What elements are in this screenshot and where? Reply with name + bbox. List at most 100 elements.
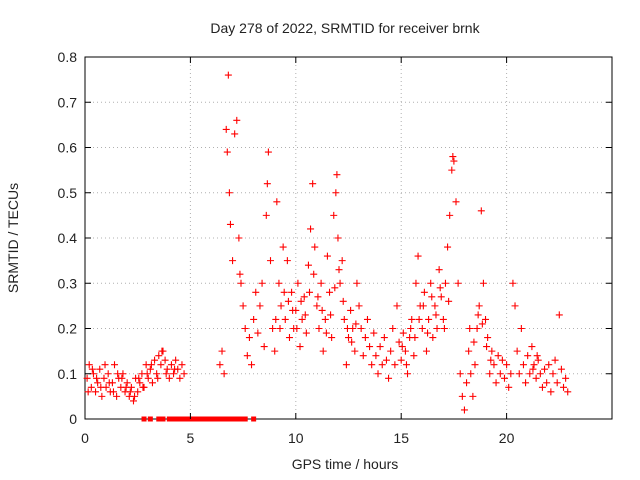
data-point (538, 383, 546, 391)
x-tick-label: 10 (288, 430, 304, 446)
data-point (463, 379, 471, 387)
zero-point (196, 416, 202, 422)
data-point (445, 297, 453, 305)
data-point (376, 343, 384, 351)
data-point (363, 315, 371, 323)
data-point (289, 306, 297, 314)
data-point (543, 379, 551, 387)
zero-point (183, 416, 189, 422)
data-point (509, 279, 517, 287)
y-tick-label: 0.6 (58, 140, 78, 156)
data-point (176, 374, 184, 382)
data-point (330, 211, 338, 219)
data-point (222, 125, 230, 133)
data-point (134, 388, 142, 396)
data-point (281, 315, 289, 323)
y-tick-label: 0.5 (58, 185, 78, 201)
data-point (474, 311, 482, 319)
data-point (109, 388, 117, 396)
data-point (425, 315, 433, 323)
data-point (314, 293, 322, 301)
data-point (301, 311, 309, 319)
data-point (258, 279, 266, 287)
data-point (433, 325, 441, 332)
data-point (347, 306, 355, 314)
data-point (487, 356, 495, 364)
data-point (398, 343, 406, 351)
data-point (428, 293, 436, 301)
data-point (436, 284, 444, 292)
data-point (454, 279, 462, 287)
x-tick-label: 20 (499, 430, 515, 446)
data-point (304, 261, 312, 269)
data-point (427, 279, 435, 287)
data-point (88, 365, 96, 373)
data-point (233, 116, 241, 124)
data-point (553, 379, 561, 387)
data-point (419, 302, 427, 310)
data-point (549, 370, 557, 378)
data-point (158, 347, 166, 355)
data-point (245, 334, 253, 342)
data-point (498, 356, 506, 364)
data-point (475, 302, 483, 310)
zero-point (230, 416, 236, 422)
data-point (478, 320, 486, 328)
data-point (334, 234, 342, 242)
data-point (414, 252, 422, 260)
zero-point (141, 416, 147, 422)
data-point (374, 370, 382, 378)
x-tick-label: 5 (187, 430, 195, 446)
data-point (511, 302, 519, 310)
y-tick-label: 0.7 (58, 94, 78, 110)
data-point (547, 388, 555, 396)
data-point (225, 189, 233, 197)
y-tick-label: 0 (69, 411, 77, 427)
y-axis-label: SRMTID / TECUs (5, 183, 21, 293)
data-point (529, 365, 537, 373)
data-point (412, 279, 420, 287)
data-point (139, 383, 147, 391)
data-point (482, 315, 490, 323)
data-point (452, 198, 460, 206)
data-point (352, 320, 360, 328)
data-point (170, 370, 178, 378)
data-point (439, 315, 447, 323)
data-point (519, 361, 527, 369)
data-point (218, 347, 226, 355)
data-point (418, 325, 426, 332)
data-point (473, 325, 481, 332)
data-point (492, 379, 500, 387)
data-point (136, 379, 144, 387)
data-point (321, 315, 329, 323)
data-point (223, 148, 231, 156)
data-point (348, 338, 356, 346)
data-point (84, 388, 92, 396)
data-point (300, 293, 308, 301)
data-point (410, 352, 418, 360)
data-point (235, 234, 243, 242)
data-point (285, 334, 293, 342)
data-point (560, 383, 568, 391)
data-point (226, 220, 234, 228)
data-point (488, 347, 496, 355)
data-point (144, 374, 152, 382)
data-point (178, 361, 186, 369)
data-point (456, 370, 464, 378)
data-point (465, 347, 473, 355)
data-point (380, 334, 388, 342)
data-point (466, 325, 474, 332)
data-point (557, 365, 565, 373)
zero-point (213, 416, 219, 422)
data-point (385, 374, 393, 382)
data-point (432, 311, 440, 319)
data-points (83, 71, 572, 422)
data-point (114, 370, 122, 378)
zero-point (179, 416, 185, 422)
chart-title: Day 278 of 2022, SRMTID for receiver brn… (210, 20, 480, 36)
x-tick-label: 0 (81, 430, 89, 446)
data-point (263, 180, 271, 188)
data-point (446, 211, 454, 219)
data-point (162, 370, 170, 378)
data-point (297, 297, 305, 305)
